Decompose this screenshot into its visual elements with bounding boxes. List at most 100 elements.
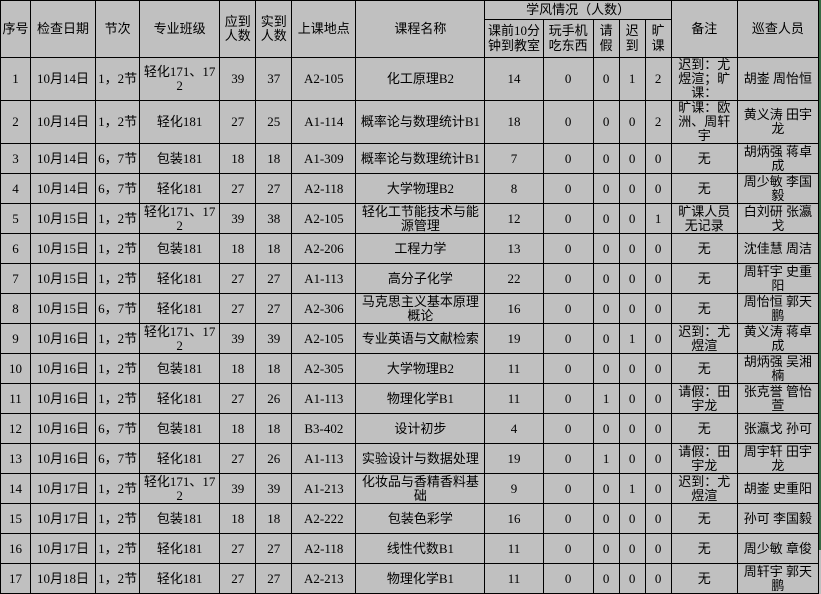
cell-late[interactable]: 0 <box>618 203 646 235</box>
cell-room[interactable]: A2-306 <box>291 293 357 325</box>
cell-due[interactable]: 27 <box>219 263 257 295</box>
cell-early[interactable]: 18 <box>484 100 544 145</box>
cell-early[interactable]: 16 <box>484 293 544 325</box>
cell-absent[interactable]: 0 <box>644 143 672 175</box>
table-row[interactable]: 11 10月16日 1，2节 轻化181 27 26 A1-113 物理化学B1 11 0 1 0 0 请… <box>0 383 820 415</box>
cell-inspector[interactable]: 张瀛戈 孙可 <box>736 413 820 445</box>
cell-seq[interactable]: 1 <box>0 56 32 102</box>
cell-inspector[interactable]: 沈佳慧 周洁 <box>736 233 820 265</box>
cell-note[interactable]: 旷课：欧洲、周轩宇 <box>670 100 738 145</box>
cell-early[interactable]: 11 <box>484 563 544 594</box>
cell-early[interactable]: 7 <box>484 143 544 175</box>
cell-period[interactable]: 1，2节 <box>95 263 141 295</box>
table-row[interactable]: 3 10月14日 6，7节 包装181 18 18 A1-309 概率论与数理统计B1 7 0 0 0… <box>0 143 820 175</box>
cell-actual[interactable]: 25 <box>255 100 293 145</box>
cell-phone[interactable]: 0 <box>542 143 594 175</box>
cell-absent[interactable]: 2 <box>644 100 672 145</box>
cell-late[interactable]: 1 <box>618 473 646 505</box>
cell-class[interactable]: 包装181 <box>139 143 221 175</box>
cell-date[interactable]: 10月16日 <box>30 323 97 355</box>
cell-period[interactable]: 1，2节 <box>95 100 141 145</box>
cell-date[interactable]: 10月15日 <box>30 263 97 295</box>
cell-period[interactable]: 1，2节 <box>95 383 141 415</box>
cell-class[interactable]: 轻化181 <box>139 173 221 205</box>
cell-early[interactable]: 11 <box>484 533 544 565</box>
cell-phone[interactable]: 0 <box>542 473 594 505</box>
cell-absent[interactable]: 0 <box>644 443 672 475</box>
cell-seq[interactable]: 11 <box>0 383 32 415</box>
cell-room[interactable]: A2-105 <box>291 56 357 102</box>
cell-late[interactable]: 0 <box>618 443 646 475</box>
cell-late[interactable]: 0 <box>618 233 646 265</box>
cell-phone[interactable]: 0 <box>542 503 594 535</box>
cell-late[interactable]: 1 <box>618 56 646 102</box>
cell-room[interactable]: A2-213 <box>291 563 357 594</box>
cell-course[interactable]: 大学物理B2 <box>355 173 486 205</box>
cell-room[interactable]: A1-113 <box>291 443 357 475</box>
cell-late[interactable]: 0 <box>618 383 646 415</box>
cell-class[interactable]: 轻化181 <box>139 263 221 295</box>
cell-actual[interactable]: 18 <box>255 143 293 175</box>
cell-actual[interactable]: 27 <box>255 263 293 295</box>
cell-phone[interactable]: 0 <box>542 533 594 565</box>
cell-inspector[interactable]: 胡炳强 蒋卓成 <box>736 143 820 175</box>
cell-early[interactable]: 19 <box>484 323 544 355</box>
cell-course[interactable]: 大学物理B2 <box>355 353 486 385</box>
cell-inspector[interactable]: 周轩宇 郭天鹏 <box>736 563 820 594</box>
cell-period[interactable]: 6，7节 <box>95 293 141 325</box>
table-row[interactable]: 15 10月17日 1，2节 包装181 18 18 A2-222 包装色彩学 16 0 0 0 0 无孙… <box>0 503 820 535</box>
cell-inspector[interactable]: 周少敏 李国毅 <box>736 173 820 205</box>
cell-note[interactable]: 迟到：尤煜渲；旷课： <box>670 56 738 102</box>
cell-absent[interactable]: 0 <box>644 473 672 505</box>
cell-room[interactable]: A1-113 <box>291 263 357 295</box>
table-row[interactable]: 10 10月16日 1，2节 包装181 18 18 A2-305 大学物理B2 11 0 0 0 0 无… <box>0 353 820 385</box>
cell-seq[interactable]: 2 <box>0 100 32 145</box>
cell-absent[interactable]: 0 <box>644 383 672 415</box>
cell-actual[interactable]: 26 <box>255 383 293 415</box>
table-row[interactable]: 12 10月16日 6，7节 包装181 18 18 B3-402 设计初步 4 0 0 0 0 无张瀛戈… <box>0 413 820 445</box>
cell-seq[interactable]: 7 <box>0 263 32 295</box>
cell-seq[interactable]: 10 <box>0 353 32 385</box>
table-row[interactable]: 2 10月14日 1，2节 轻化181 27 25 A1-114 概率论与数理统计B1 18 0 0… <box>0 100 820 145</box>
cell-actual[interactable]: 27 <box>255 173 293 205</box>
cell-late[interactable]: 0 <box>618 173 646 205</box>
cell-due[interactable]: 18 <box>219 353 257 385</box>
cell-leave[interactable]: 0 <box>592 143 620 175</box>
cell-phone[interactable]: 0 <box>542 100 594 145</box>
cell-absent[interactable]: 0 <box>644 293 672 325</box>
cell-course[interactable]: 物理化学B1 <box>355 563 486 594</box>
cell-period[interactable]: 1，2节 <box>95 353 141 385</box>
cell-date[interactable]: 10月14日 <box>30 173 97 205</box>
cell-inspector[interactable]: 黄义涛 蒋卓成 <box>736 323 820 355</box>
cell-room[interactable]: A1-113 <box>291 383 357 415</box>
cell-due[interactable]: 18 <box>219 413 257 445</box>
cell-course[interactable]: 化妆品与香精香料基础 <box>355 473 486 505</box>
cell-late[interactable]: 0 <box>618 143 646 175</box>
cell-class[interactable]: 轻化181 <box>139 383 221 415</box>
cell-absent[interactable]: 0 <box>644 563 672 594</box>
cell-seq[interactable]: 5 <box>0 203 32 235</box>
cell-leave[interactable]: 0 <box>592 323 620 355</box>
cell-early[interactable]: 11 <box>484 383 544 415</box>
cell-course[interactable]: 实验设计与数据处理 <box>355 443 486 475</box>
cell-early[interactable]: 4 <box>484 413 544 445</box>
cell-room[interactable]: A1-114 <box>291 100 357 145</box>
cell-date[interactable]: 10月17日 <box>30 533 97 565</box>
cell-period[interactable]: 1，2节 <box>95 533 141 565</box>
cell-class[interactable]: 轻化181 <box>139 533 221 565</box>
cell-due[interactable]: 18 <box>219 503 257 535</box>
cell-period[interactable]: 6，7节 <box>95 443 141 475</box>
cell-late[interactable]: 0 <box>618 263 646 295</box>
cell-date[interactable]: 10月16日 <box>30 443 97 475</box>
cell-course[interactable]: 设计初步 <box>355 413 486 445</box>
cell-date[interactable]: 10月14日 <box>30 143 97 175</box>
cell-leave[interactable]: 0 <box>592 473 620 505</box>
cell-date[interactable]: 10月15日 <box>30 203 97 235</box>
cell-inspector[interactable]: 孙可 李国毅 <box>736 503 820 535</box>
table-row[interactable]: 17 10月18日 1，2节 轻化181 27 27 A2-213 物理化学B1 11 0 0 0 0 无… <box>0 563 820 594</box>
cell-seq[interactable]: 8 <box>0 293 32 325</box>
cell-due[interactable]: 18 <box>219 143 257 175</box>
table-row[interactable]: 6 10月15日 1，2节 包装181 18 18 A2-206 工程力学 13 0 0 0 0 无沈佳慧… <box>0 233 820 265</box>
cell-early[interactable]: 8 <box>484 173 544 205</box>
cell-leave[interactable]: 0 <box>592 413 620 445</box>
